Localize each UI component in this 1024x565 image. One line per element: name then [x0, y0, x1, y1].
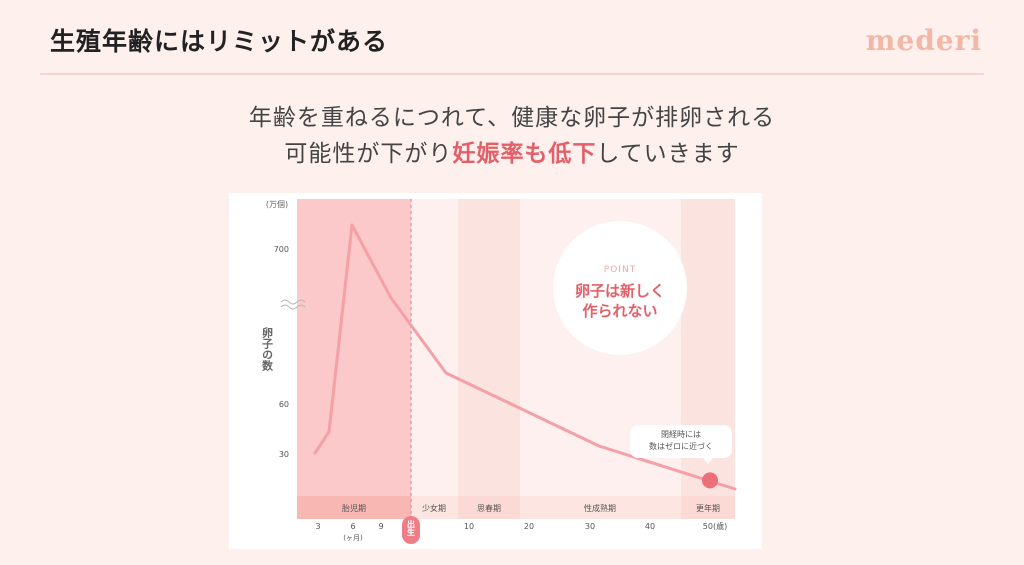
- point-line-1: 卵子は新しく: [574, 282, 665, 300]
- x-tick-9: 9: [378, 522, 383, 531]
- subtitle-line-1: 年齢を重ねるにつれて、健康な卵子が排卵される: [248, 105, 776, 131]
- chart-svg: 胎児期 少女期 思春期 性成熟期 更年期 (万個) 700 60 30 卵子の数…: [261, 199, 737, 544]
- period-strip-girlhood: [411, 496, 458, 519]
- x-tick-50: 50(歳): [703, 521, 727, 531]
- subtitle-text-before: 可能性が下がり: [284, 141, 453, 167]
- page-title: 生殖年齢にはリミットがある: [50, 27, 389, 56]
- y-tick-700: 700: [274, 245, 289, 254]
- subtitle-line-2: 可能性が下がり妊娠率も低下していきます: [0, 134, 1024, 168]
- point-message: 卵子は新しく 作られない: [553, 281, 687, 321]
- y-axis-title: 卵子の数: [261, 326, 274, 372]
- header-divider: [40, 73, 984, 75]
- period-strip-menopause: [681, 496, 735, 519]
- axis-break-icon-2: [280, 304, 306, 310]
- x-tick-10: 10: [464, 522, 474, 531]
- period-strip-maturity: [520, 496, 681, 519]
- period-label-maturity: 性成熟期: [584, 503, 616, 513]
- y-tick-60: 60: [279, 400, 289, 409]
- birth-badge-label: 出生: [407, 519, 416, 537]
- x-tick-months-unit: (ヶ月): [343, 534, 363, 542]
- point-tag: POINT: [603, 265, 637, 275]
- subtitle-text-after: していきます: [596, 141, 740, 167]
- period-label-menopause: 更年期: [696, 503, 720, 513]
- subtitle-highlight: 妊娠率も低下: [452, 141, 597, 167]
- period-label-fetal: 胎児期: [342, 503, 366, 513]
- callout-tail: [703, 458, 713, 464]
- brand-logo: mederi: [865, 24, 982, 57]
- x-tick-40: 40: [645, 522, 655, 531]
- callout-line-1: 閉経時には: [661, 430, 701, 439]
- axis-break-icon: [280, 299, 306, 305]
- period-label-girlhood: 少女期: [422, 503, 446, 513]
- point-line-2: 作られない: [582, 302, 658, 320]
- period-band-fetal: [297, 199, 411, 519]
- x-tick-3: 3: [315, 522, 320, 531]
- y-unit-label: (万個): [266, 199, 288, 209]
- period-label-puberty: 思春期: [477, 503, 501, 513]
- x-tick-30: 30: [585, 522, 595, 531]
- x-tick-6: 6: [350, 522, 355, 531]
- y-tick-30: 30: [279, 450, 289, 459]
- period-band-menopause: [681, 199, 735, 519]
- callout-line-2: 数はゼロに近づく: [649, 442, 713, 451]
- point-bubble: POINT 卵子は新しく 作られない: [553, 221, 687, 355]
- period-strip-fetal: [297, 496, 411, 519]
- menopause-callout: 閉経時には数はゼロに近づく: [630, 425, 732, 458]
- menopause-marker: [702, 472, 718, 489]
- birth-badge: [402, 516, 420, 544]
- egg-count-chart: 胎児期 少女期 思春期 性成熟期 更年期 (万個) 700 60 30 卵子の数…: [229, 193, 762, 549]
- x-tick-20: 20: [524, 522, 534, 531]
- period-strip-puberty: [458, 496, 520, 519]
- egg-count-line: [313, 223, 737, 491]
- period-band-puberty: [458, 199, 520, 519]
